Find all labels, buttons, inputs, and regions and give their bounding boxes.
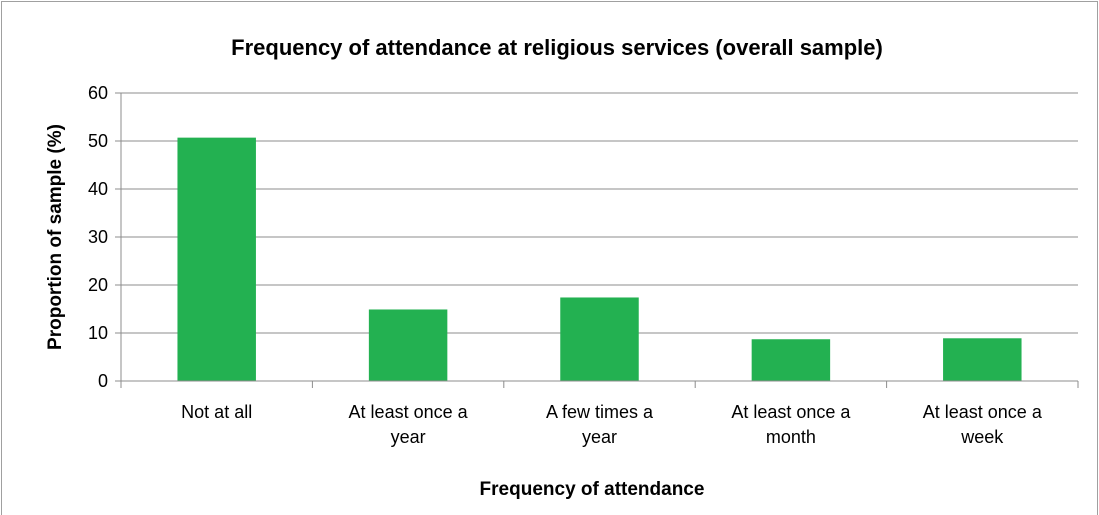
x-tick-label-2: A few times a year: [546, 402, 654, 447]
x-tick-label-4: At least once a week: [923, 402, 1043, 447]
x-tick-label-line: week: [960, 427, 1004, 447]
x-tick-label-line: At least once a: [731, 402, 851, 422]
bars: [177, 137, 1022, 381]
y-tick-labels: 0 10 20 30 40 50 60: [88, 83, 108, 391]
x-tick-label-3: At least once a month: [731, 402, 851, 447]
x-axis-title: Frequency of attendance: [480, 479, 705, 500]
x-tick-label-line: At least once a: [923, 402, 1043, 422]
gridlines: [115, 92, 1078, 382]
bar-2: [560, 297, 639, 381]
y-tick-label-50: 50: [88, 131, 108, 151]
x-axis: [115, 93, 1079, 388]
y-tick-label-0: 0: [98, 371, 108, 391]
x-tick-label-line: Not at all: [181, 402, 252, 422]
bar-0: [177, 137, 256, 381]
x-tick-label-0: Not at all: [181, 402, 252, 422]
y-axis-title: Proportion of sample (%): [45, 124, 66, 350]
x-tick-label-line: A few times a: [546, 402, 654, 422]
bar-3: [751, 339, 831, 381]
y-tick-label-10: 10: [88, 323, 108, 343]
x-tick-label-line: At least once a: [349, 402, 469, 422]
chart-title: Frequency of attendance at religious ser…: [231, 35, 883, 60]
x-tick-label-1: At least once a year: [349, 402, 469, 447]
y-tick-label-60: 60: [88, 83, 108, 103]
x-tick-label-line: year: [391, 427, 426, 447]
bar-4: [943, 338, 1022, 381]
y-tick-label-20: 20: [88, 275, 108, 295]
y-tick-label-30: 30: [88, 227, 108, 247]
x-tick-label-line: month: [766, 427, 816, 447]
y-tick-label-40: 40: [88, 179, 108, 199]
bar-1: [368, 309, 448, 381]
x-tick-label-line: year: [582, 427, 617, 447]
